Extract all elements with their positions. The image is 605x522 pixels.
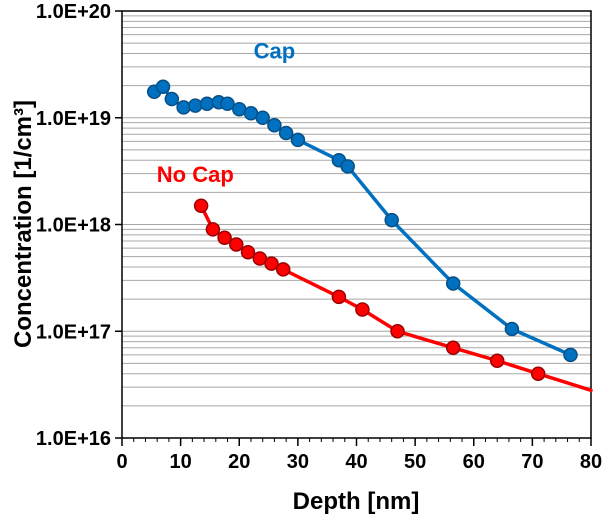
data-point <box>176 100 191 115</box>
x-tick-label: 30 <box>287 451 309 473</box>
data-point <box>504 321 520 337</box>
data-point <box>445 340 461 356</box>
data-point <box>331 289 347 305</box>
x-tick-label: 60 <box>463 451 485 473</box>
data-point <box>267 118 282 133</box>
data-point <box>530 366 546 381</box>
data-point <box>205 222 221 237</box>
data-point <box>193 198 209 213</box>
cap-markers <box>146 79 578 363</box>
data-point <box>199 96 215 112</box>
y-tick-label: 1.0E+17 <box>36 321 111 343</box>
data-point <box>164 91 180 107</box>
data-point <box>489 353 505 368</box>
data-point <box>275 262 291 277</box>
data-point <box>220 96 235 112</box>
x-tick-label: 50 <box>404 451 426 473</box>
series-label-cap: Cap <box>254 38 296 63</box>
y-tick-label: 1.0E+16 <box>36 428 111 450</box>
data-point <box>278 125 294 141</box>
y-tick-label: 1.0E+19 <box>36 108 111 130</box>
data-point <box>445 276 461 291</box>
no-cap-line <box>199 203 593 393</box>
x-tick-label: 70 <box>521 451 543 473</box>
no-cap-markers <box>193 198 546 381</box>
data-point <box>255 110 270 126</box>
data-point <box>264 256 279 271</box>
x-tick-label: 0 <box>116 451 127 473</box>
data-point <box>384 212 399 228</box>
data-point <box>340 159 355 174</box>
data-point <box>188 98 203 113</box>
x-tick-label: 10 <box>170 451 192 473</box>
y-axis-title: Concentration [1/cm³] <box>10 99 37 349</box>
data-point <box>563 347 578 363</box>
data-point <box>155 79 171 95</box>
x-tick-label: 80 <box>580 451 602 473</box>
data-point <box>229 237 244 252</box>
data-point <box>240 244 256 260</box>
data-point <box>217 230 232 246</box>
x-tick-label: 20 <box>228 451 250 473</box>
data-point <box>252 251 268 266</box>
x-tick-label: 40 <box>345 451 367 473</box>
data-point <box>290 132 306 148</box>
x-axis-title: Depth [nm] <box>292 488 420 515</box>
x-axis-ticks <box>121 438 592 446</box>
y-tick-label: 1.0E+20 <box>36 1 111 23</box>
series-label-no-cap: No Cap <box>157 162 234 187</box>
data-point <box>355 302 370 317</box>
y-tick-label: 1.0E+18 <box>36 215 111 237</box>
data-point <box>390 324 405 339</box>
gridlines <box>122 15 591 407</box>
